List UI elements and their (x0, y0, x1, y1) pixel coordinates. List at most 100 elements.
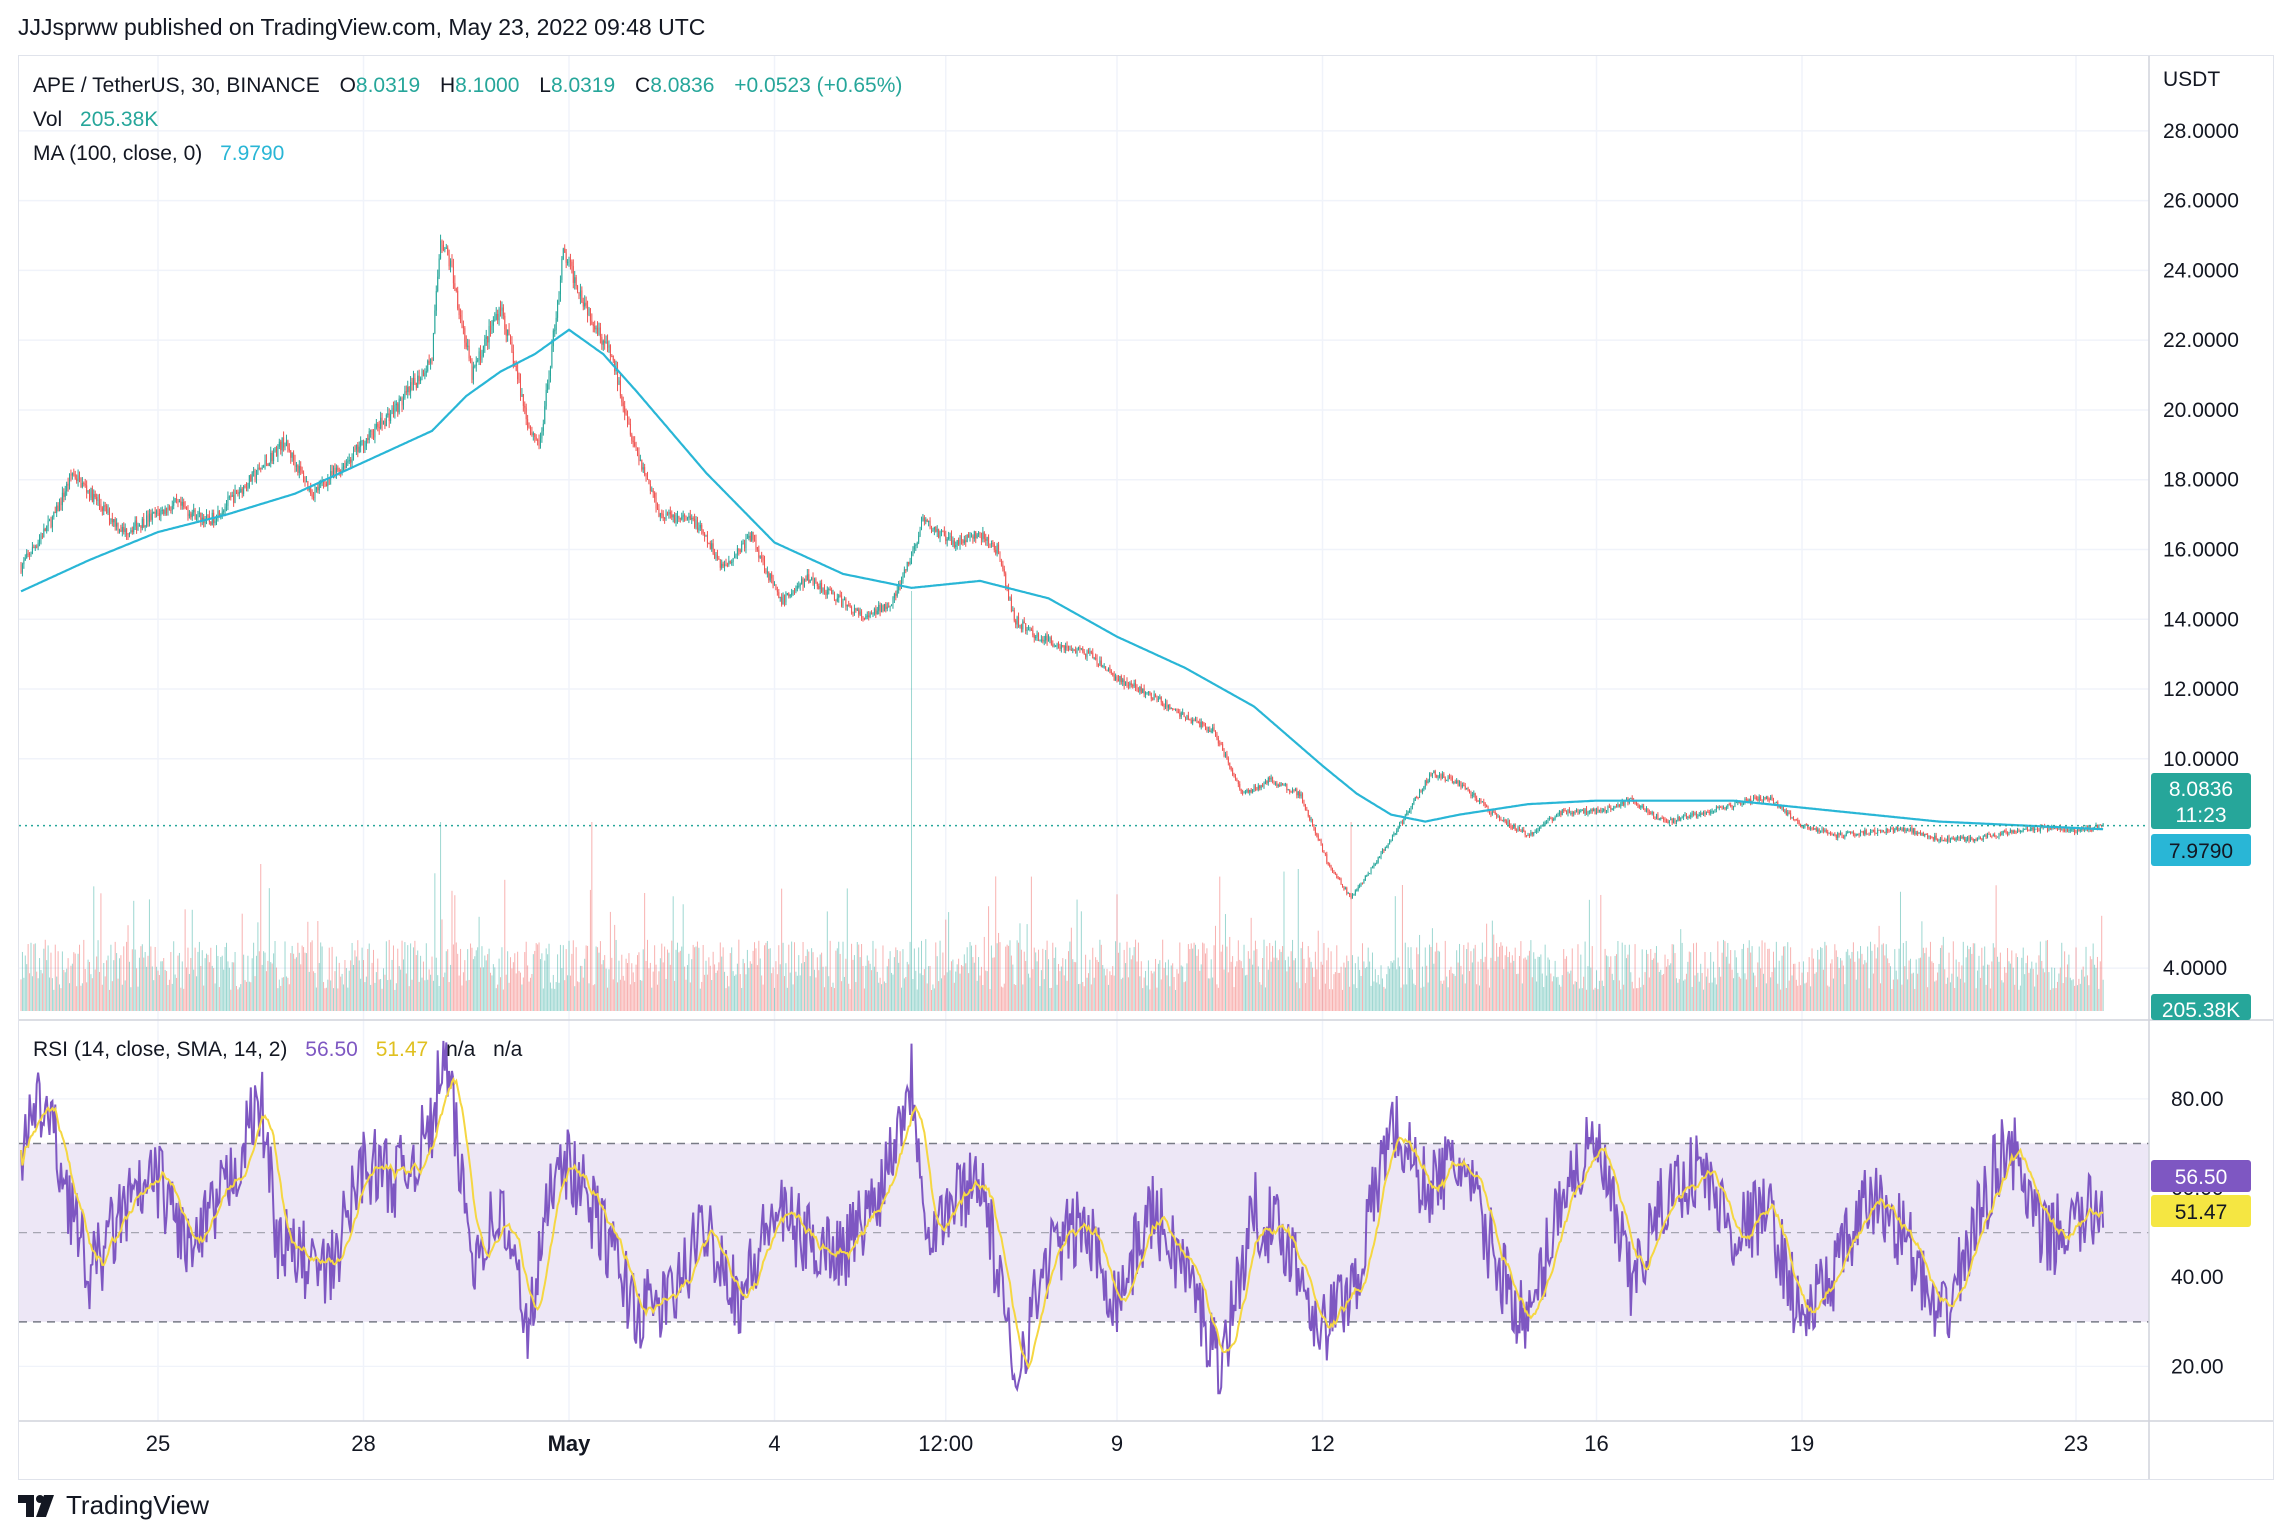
candle-body (485, 336, 487, 339)
candle-body (1117, 678, 1119, 682)
time-tick-label: 12:00 (918, 1431, 973, 1456)
price-axis[interactable]: USDT 4.000010.000012.000014.000016.00001… (2163, 68, 2239, 980)
volume-bar (36, 971, 38, 1011)
candle-body (688, 515, 690, 519)
candle-body (1641, 805, 1643, 807)
time-axis[interactable]: 25 28 May 4 12:00 9 12 16 19 23 (146, 1431, 2089, 1456)
candle-body (1247, 789, 1249, 793)
candle-body (64, 491, 66, 497)
candle-body (691, 517, 693, 520)
candle-body (1621, 800, 1623, 804)
candle-body (108, 509, 110, 521)
volume-bar (1347, 961, 1349, 1011)
candle-body (2098, 824, 2100, 829)
volume-bar (990, 945, 992, 1011)
candle-body (1598, 809, 1600, 812)
candle-body (641, 459, 643, 470)
candle-body (982, 532, 984, 540)
candle-body (1169, 704, 1171, 709)
volume-bar (809, 976, 811, 1011)
candle-body (1166, 701, 1168, 708)
candle-body (181, 502, 183, 506)
candle-body (998, 544, 1000, 553)
candle-body (166, 507, 168, 513)
volume-bar (54, 944, 56, 1011)
volume-bar (330, 980, 332, 1011)
volume-bar (1256, 949, 1258, 1011)
candle-body (1203, 724, 1205, 726)
candle-body (170, 509, 172, 511)
volume-bar (154, 946, 156, 1011)
candle-body (1185, 716, 1187, 720)
volume-bar (1165, 962, 1167, 1011)
candle-body (975, 531, 977, 539)
candle-body (518, 379, 520, 381)
volume-bar (123, 946, 125, 1011)
volume-bar (40, 970, 42, 1011)
volume-bar (2029, 968, 2031, 1011)
candle-body (552, 330, 554, 347)
volume-bar (136, 968, 138, 1011)
volume-bar (1655, 946, 1657, 1011)
volume-bar (2054, 967, 2056, 1011)
volume-bar (60, 988, 62, 1011)
volume-bar (1663, 973, 1665, 1011)
candle-body (1516, 829, 1518, 831)
volume-bar (952, 959, 954, 1011)
volume-bar (1020, 949, 1022, 1011)
volume-bar (793, 942, 795, 1011)
candle-body (284, 445, 286, 448)
candle-body (1120, 675, 1122, 683)
ma-badge: 7.9790 (2151, 834, 2251, 866)
candle-body (1444, 777, 1446, 781)
candle-body (1601, 810, 1603, 812)
candle-body (310, 486, 312, 495)
volume-bar (255, 955, 257, 1011)
volume-bar (1283, 871, 1285, 1011)
candle-body (1360, 882, 1362, 886)
volume-bar (263, 951, 265, 1011)
volume-bar (1770, 977, 1772, 1011)
candle-body (1075, 650, 1077, 654)
volume-bar (1871, 950, 1873, 1011)
volume-bar (775, 961, 777, 1011)
chart-frame[interactable]: USDT 4.0000 10.0000 12.0000 14.0000 16.0000 1… (18, 55, 2274, 1480)
volume-bar (1404, 942, 1406, 1011)
volume-bar (337, 988, 339, 1011)
candle-body (1864, 830, 1866, 835)
candle-body (1260, 785, 1262, 789)
volume-bar (305, 953, 307, 1011)
candle-body (491, 325, 493, 331)
volume-bar (1508, 951, 1510, 1011)
volume-bar (1925, 947, 1927, 1011)
candle-body (360, 440, 362, 447)
volume-bar (843, 976, 845, 1011)
candle-body (791, 593, 793, 595)
volume-bar (1246, 974, 1248, 1011)
candle-body (258, 467, 260, 469)
volume-bar (615, 939, 617, 1011)
volume-bar (468, 979, 470, 1011)
volume-bar (320, 942, 322, 1011)
volume-bar (1817, 949, 1819, 1011)
candle-body (1341, 884, 1343, 887)
candle-body (1272, 777, 1274, 782)
volume-bar (1129, 947, 1131, 1011)
volume-bar (414, 940, 416, 1011)
candle-body (27, 553, 29, 555)
candle-body (1738, 802, 1740, 804)
volume-bar (642, 949, 644, 1011)
candle-body (1588, 811, 1590, 813)
volume-bar (214, 983, 216, 1011)
volume-bar (56, 976, 58, 1011)
candle-body (601, 337, 603, 345)
volume-bar (1628, 944, 1630, 1011)
volume-bar (567, 975, 569, 1011)
time-tick-label: 16 (1584, 1431, 1608, 1456)
volume-bar (1310, 961, 1312, 1011)
candle-body (1992, 834, 1994, 837)
candle-body (487, 336, 489, 343)
chart-svg[interactable]: USDT 4.000010.000012.000014.000016.00001… (19, 56, 2273, 1479)
candle-body (1486, 805, 1488, 808)
